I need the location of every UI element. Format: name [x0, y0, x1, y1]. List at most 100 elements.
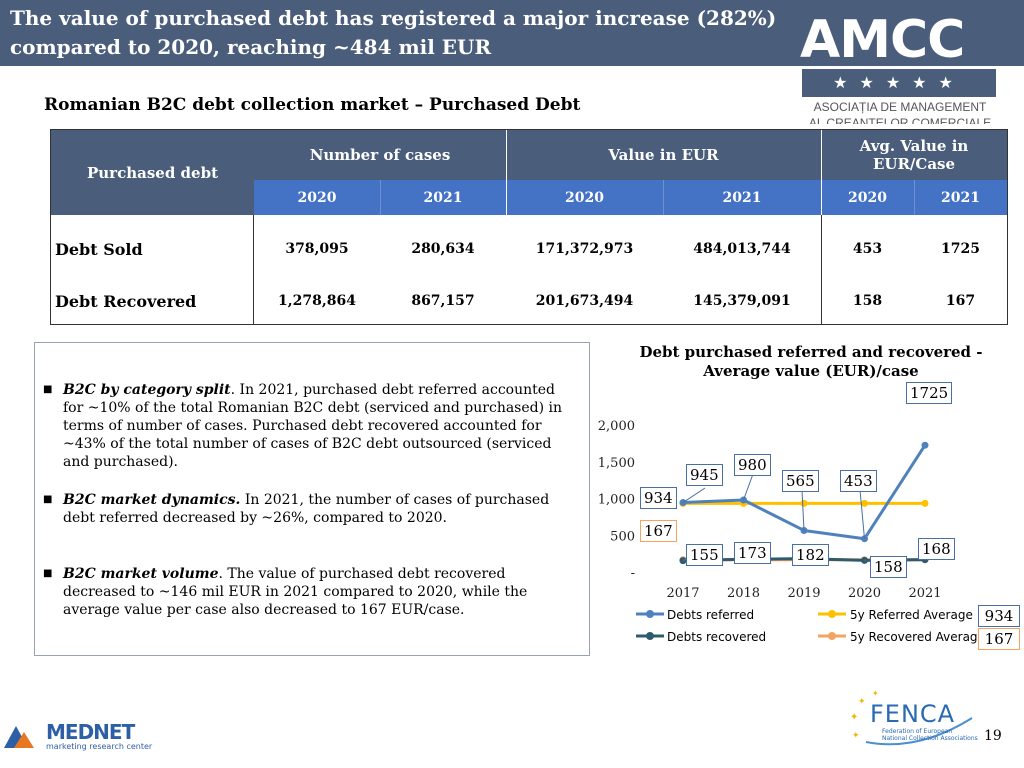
- data-label: 173: [734, 542, 771, 564]
- table-cell: 145,379,091: [693, 293, 791, 309]
- legend-label-referred-avg: 5y Referred Average: [850, 608, 973, 622]
- slide-title-line2: compared to 2020, reaching ~484 mil EUR: [10, 35, 492, 59]
- bullet-category-split: ■ B2C by category split. In 2021, purcha…: [43, 381, 573, 471]
- table-cell: 201,673,494: [535, 293, 634, 309]
- legend-label-recovered-avg: 5y Recovered Average: [850, 630, 985, 644]
- table-row-header: Purchased debt: [51, 130, 254, 215]
- data-label: 168: [918, 538, 955, 560]
- data-label: 565: [782, 470, 819, 492]
- data-point: [861, 556, 868, 564]
- svg-text:✦: ✦: [852, 731, 860, 741]
- callout-connector: [682, 487, 706, 503]
- page-number: 19: [984, 728, 1002, 744]
- table-cell: 484,013,744: [693, 241, 791, 257]
- row-label-debt-recovered: Debt Recovered: [55, 291, 197, 311]
- table-cell: 167: [945, 293, 976, 309]
- table-cell: 867,157: [411, 293, 475, 309]
- title-banner: The value of purchased debt has register…: [0, 0, 1024, 66]
- section-title: Romanian B2C debt collection market – Pu…: [44, 95, 581, 115]
- mednet-name: MEDNET: [46, 720, 135, 744]
- data-label: 980: [734, 454, 771, 476]
- x-tick-label: 2019: [787, 586, 820, 601]
- amcc-subtitle-line2: AL CREANȚELOR COMERCIALE: [808, 116, 992, 124]
- data-point: [679, 499, 687, 507]
- year-header: 2020: [254, 180, 380, 215]
- data-point: [861, 535, 868, 543]
- fenca-stars-icon: ✦ ✦ ✦ ✦: [850, 689, 973, 746]
- chart-title: Debt purchased referred and recovered - …: [639, 343, 983, 380]
- data-point: [861, 499, 868, 507]
- year-header: 2020: [821, 180, 914, 215]
- mednet-subtitle: marketing research center: [46, 742, 153, 751]
- bullet-market-dynamics: ■ B2C market dynamics. In 2021, the numb…: [43, 491, 573, 527]
- legend-swatch-marker: [646, 610, 654, 618]
- x-tick-label: 2021: [908, 586, 941, 601]
- slide-title: The value of purchased debt has register…: [10, 4, 810, 62]
- fenca-name: FENCA: [870, 700, 956, 728]
- bullet-market-volume: ■ B2C market volume. The value of purcha…: [43, 565, 573, 619]
- callout-connector: [801, 489, 805, 531]
- y-tick-label: 1,000: [598, 493, 635, 508]
- svg-text:✦: ✦: [872, 690, 879, 698]
- table-cell: 1,278,864: [278, 293, 356, 309]
- data-label: 453: [840, 470, 877, 492]
- bullet-text: . The value of purchased debt recovered …: [63, 566, 528, 618]
- x-tick-label: 2018: [727, 586, 760, 601]
- mednet-mark-icon: [4, 726, 34, 748]
- x-tick-label: 2020: [848, 586, 881, 601]
- bullet-lead: B2C market volume: [63, 566, 219, 582]
- legend-value-referred-avg: 934: [978, 605, 1020, 627]
- data-point: [800, 499, 808, 507]
- slide-title-line1: The value of purchased debt has register…: [10, 6, 777, 30]
- bullet-text: . In 2021, purchased debt referred accou…: [63, 382, 563, 470]
- legend-swatch-marker: [646, 632, 654, 640]
- bullet-text: In 2021, the number of cases of purchase…: [63, 492, 550, 526]
- commentary-box: ■ B2C by category split. In 2021, purcha…: [34, 342, 590, 656]
- data-label: 155: [686, 544, 723, 566]
- year-header: 2021: [380, 180, 506, 215]
- legend-label-recovered: Debts recovered: [667, 630, 767, 644]
- legend-swatch-marker: [828, 632, 836, 640]
- svg-text:✦: ✦: [858, 697, 866, 707]
- fenca-subtitle: Federation of European National Collecti…: [882, 728, 978, 742]
- group-header-cases: Number of cases: [254, 130, 506, 180]
- legend-label-referred: Debts referred: [667, 608, 755, 622]
- fenca-logo: ✦ ✦ ✦ ✦ FENCA Federation of European Nat…: [848, 689, 978, 754]
- table-cell: 378,095: [285, 241, 349, 257]
- data-point: [800, 526, 808, 534]
- fenca-subtitle-line2: National Collection Associations: [882, 735, 978, 742]
- legend-swatch-marker: [828, 610, 836, 618]
- svg-text:✦: ✦: [850, 712, 858, 723]
- y-tick-label: -: [631, 566, 635, 581]
- data-point: [921, 499, 929, 507]
- group-header-value: Value in EUR: [506, 130, 821, 180]
- callout-connector: [743, 473, 754, 501]
- mednet-logo: MEDNET marketing research center: [2, 718, 152, 762]
- table-cell: 280,634: [411, 241, 475, 257]
- data-label: 1725: [906, 382, 953, 404]
- x-tick-label: 2017: [666, 586, 699, 601]
- amcc-stars-icon: ★★★★★: [833, 73, 965, 92]
- amcc-logo-subtitle: ASOCIAȚIA DE MANAGEMENT AL CREANȚELOR CO…: [800, 99, 1000, 124]
- callout-connector: [859, 489, 865, 539]
- table-cell: 453: [852, 241, 883, 257]
- bullet-lead: B2C by category split: [63, 382, 231, 398]
- y-tick-label: 500: [610, 529, 635, 544]
- group-header-avg: Avg. Value in EUR/Case: [821, 130, 1007, 180]
- table-cell: 158: [852, 293, 883, 309]
- data-label: 945: [686, 464, 723, 486]
- data-point: [740, 499, 747, 507]
- data-point: [679, 499, 687, 507]
- data-label: 934: [640, 487, 677, 509]
- data-label: 167: [640, 520, 677, 542]
- amcc-subtitle-line1: ASOCIAȚIA DE MANAGEMENT: [813, 100, 987, 114]
- amcc-logo-bar: [802, 69, 996, 97]
- data-label: 158: [870, 556, 907, 578]
- table-cell: 1725: [941, 241, 980, 257]
- y-tick-label: 2,000: [598, 419, 635, 434]
- bullet-lead: B2C market dynamics.: [63, 492, 241, 508]
- data-point: [861, 556, 868, 564]
- legend-value-recovered-avg: 167: [978, 628, 1020, 650]
- table-cell: 171,372,973: [535, 241, 634, 257]
- purchased-debt-table: Purchased debt Number of cases Value in …: [50, 129, 1008, 325]
